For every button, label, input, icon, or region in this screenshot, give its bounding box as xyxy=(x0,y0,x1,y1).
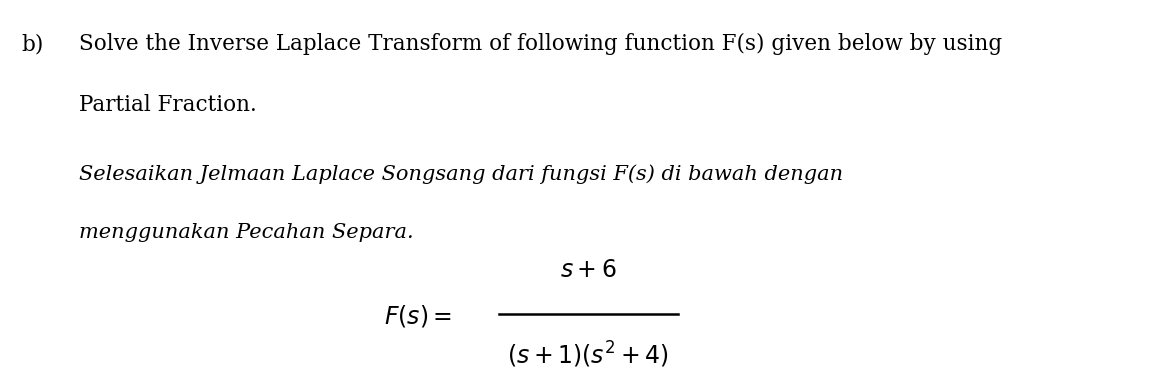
Text: menggunakan Pecahan Separa.: menggunakan Pecahan Separa. xyxy=(79,223,414,242)
Text: Partial Fraction.: Partial Fraction. xyxy=(79,94,257,116)
Text: b): b) xyxy=(21,33,43,55)
Text: $F(s) =$: $F(s) =$ xyxy=(384,303,453,328)
Text: Selesaikan Jelmaan Laplace Songsang dari fungsi F(s) di bawah dengan: Selesaikan Jelmaan Laplace Songsang dari… xyxy=(79,165,843,184)
Text: $(s + 1)(s^2 + 4)$: $(s + 1)(s^2 + 4)$ xyxy=(508,339,669,370)
Text: Solve the Inverse Laplace Transform of following function F(s) given below by us: Solve the Inverse Laplace Transform of f… xyxy=(79,33,1002,55)
Text: $s + 6$: $s + 6$ xyxy=(560,259,616,282)
